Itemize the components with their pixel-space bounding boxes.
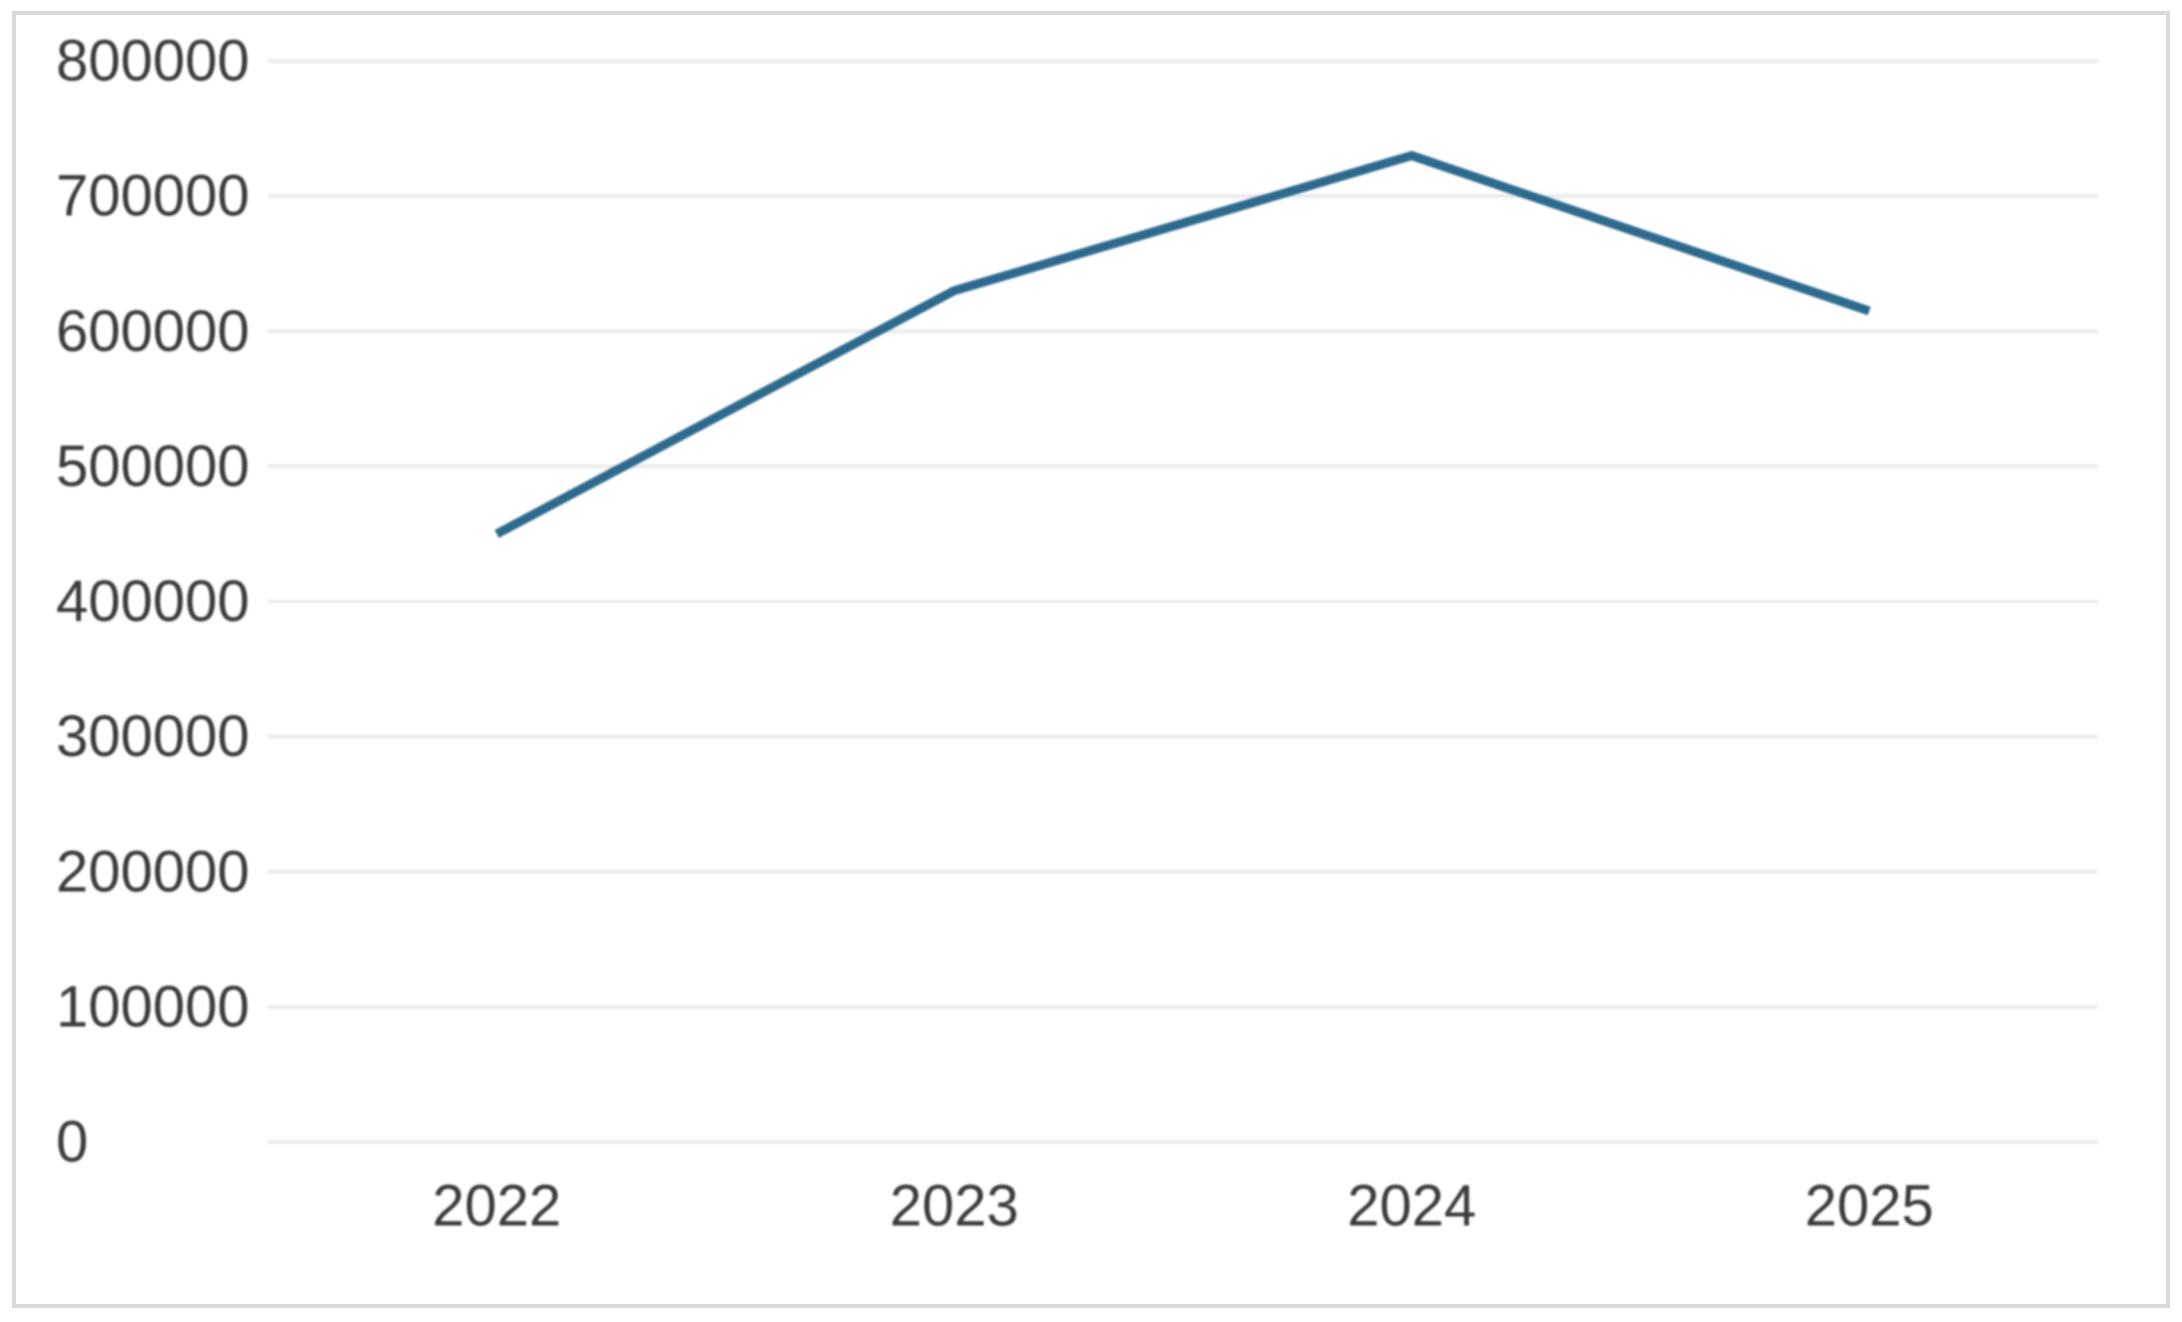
x-tick-label: 2022 xyxy=(432,1174,561,1239)
y-tick-label: 800000 xyxy=(56,29,250,94)
chart-card xyxy=(12,11,2170,1308)
x-tick-label: 2024 xyxy=(1347,1174,1476,1239)
y-tick-label: 100000 xyxy=(56,974,250,1039)
y-tick-label: 700000 xyxy=(56,164,250,229)
x-tick-label: 2023 xyxy=(890,1174,1019,1239)
x-axis-labels: 2022 2023 2024 2025 xyxy=(432,1174,1934,1239)
y-axis-labels: 0 100000 200000 300000 400000 500000 600000 700… xyxy=(56,29,250,1175)
y-tick-label: 0 xyxy=(56,1110,88,1175)
y-tick-label: 300000 xyxy=(56,704,250,769)
y-tick-label: 400000 xyxy=(56,569,250,634)
x-tick-label: 2025 xyxy=(1805,1174,1934,1239)
gridlines xyxy=(268,59,2098,1144)
y-tick-label: 200000 xyxy=(56,839,250,904)
data-series-line xyxy=(494,150,1871,538)
y-tick-label: 500000 xyxy=(56,434,250,499)
y-tick-label: 600000 xyxy=(56,299,250,364)
